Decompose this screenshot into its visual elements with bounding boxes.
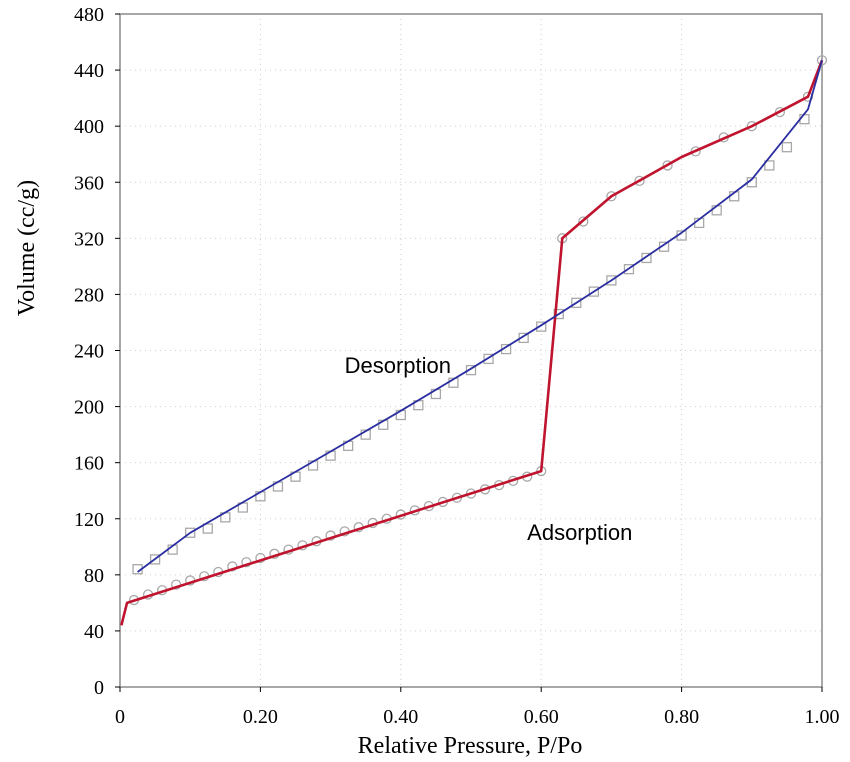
y-tick-label: 360 [74,172,104,194]
x-tick-label: 0.60 [524,706,559,728]
x-tick-label: 0.80 [664,706,699,728]
desorption-marker [202,523,213,534]
y-tick-label: 400 [74,116,104,138]
y-tick-label: 240 [74,341,104,363]
desorption-marker [606,275,617,286]
desorption-marker [536,321,547,332]
y-tick-label: 0 [94,677,104,699]
desorption-marker [641,252,652,264]
desorption-annotation: Desorption [345,353,451,378]
desorption-marker [588,286,599,297]
adsorption-marker [634,175,645,186]
x-tick-label: 0.20 [243,706,278,728]
desorption-marker [483,353,494,365]
annotation-layer: Desorption Adsorption [345,353,633,545]
x-axis-title: Relative Pressure, P/Po [358,733,583,759]
desorption-marker [623,264,635,275]
x-axis-ticks: 0 0.20 0.40 0.60 0.80 1.00 [115,687,840,728]
grid-lines [119,13,823,688]
y-axis-ticks: 0 40 80 120 160 200 240 280 320 360 400 440 480 [74,4,120,699]
adsorption-line [120,59,824,626]
adsorption-marker [816,55,828,66]
y-tick-label: 480 [74,4,104,26]
y-tick-label: 320 [74,228,104,250]
adsorption-marker [662,160,673,171]
desorption-marker [764,160,775,171]
desorption-marker [571,297,582,308]
x-tick-label: 0 [115,706,125,728]
y-tick-label: 280 [74,284,104,306]
y-tick-label: 80 [84,565,104,587]
desorption-marker [781,142,793,153]
desorption-marker [799,114,810,125]
series-lines [120,59,824,626]
adsorption-annotation: Adsorption [527,520,632,545]
adsorption-marker [578,216,589,227]
desorption-marker [149,554,161,565]
desorption-marker [185,527,196,538]
adsorption-marker [227,561,238,572]
y-tick-label: 160 [74,453,104,475]
adsorption-marker [746,121,757,132]
y-tick-label: 200 [74,397,104,419]
y-tick-label: 440 [74,60,104,82]
desorption-line [137,60,823,573]
adsorption-marker [606,191,617,202]
x-tick-label: 1.00 [805,706,840,728]
y-tick-label: 120 [74,509,104,531]
desorption-marker [465,364,477,376]
y-axis-title: Volume (cc/g) [14,180,40,316]
x-tick-label: 0.40 [383,706,418,728]
adsorption-marker [774,106,786,118]
y-tick-label: 40 [84,621,104,643]
